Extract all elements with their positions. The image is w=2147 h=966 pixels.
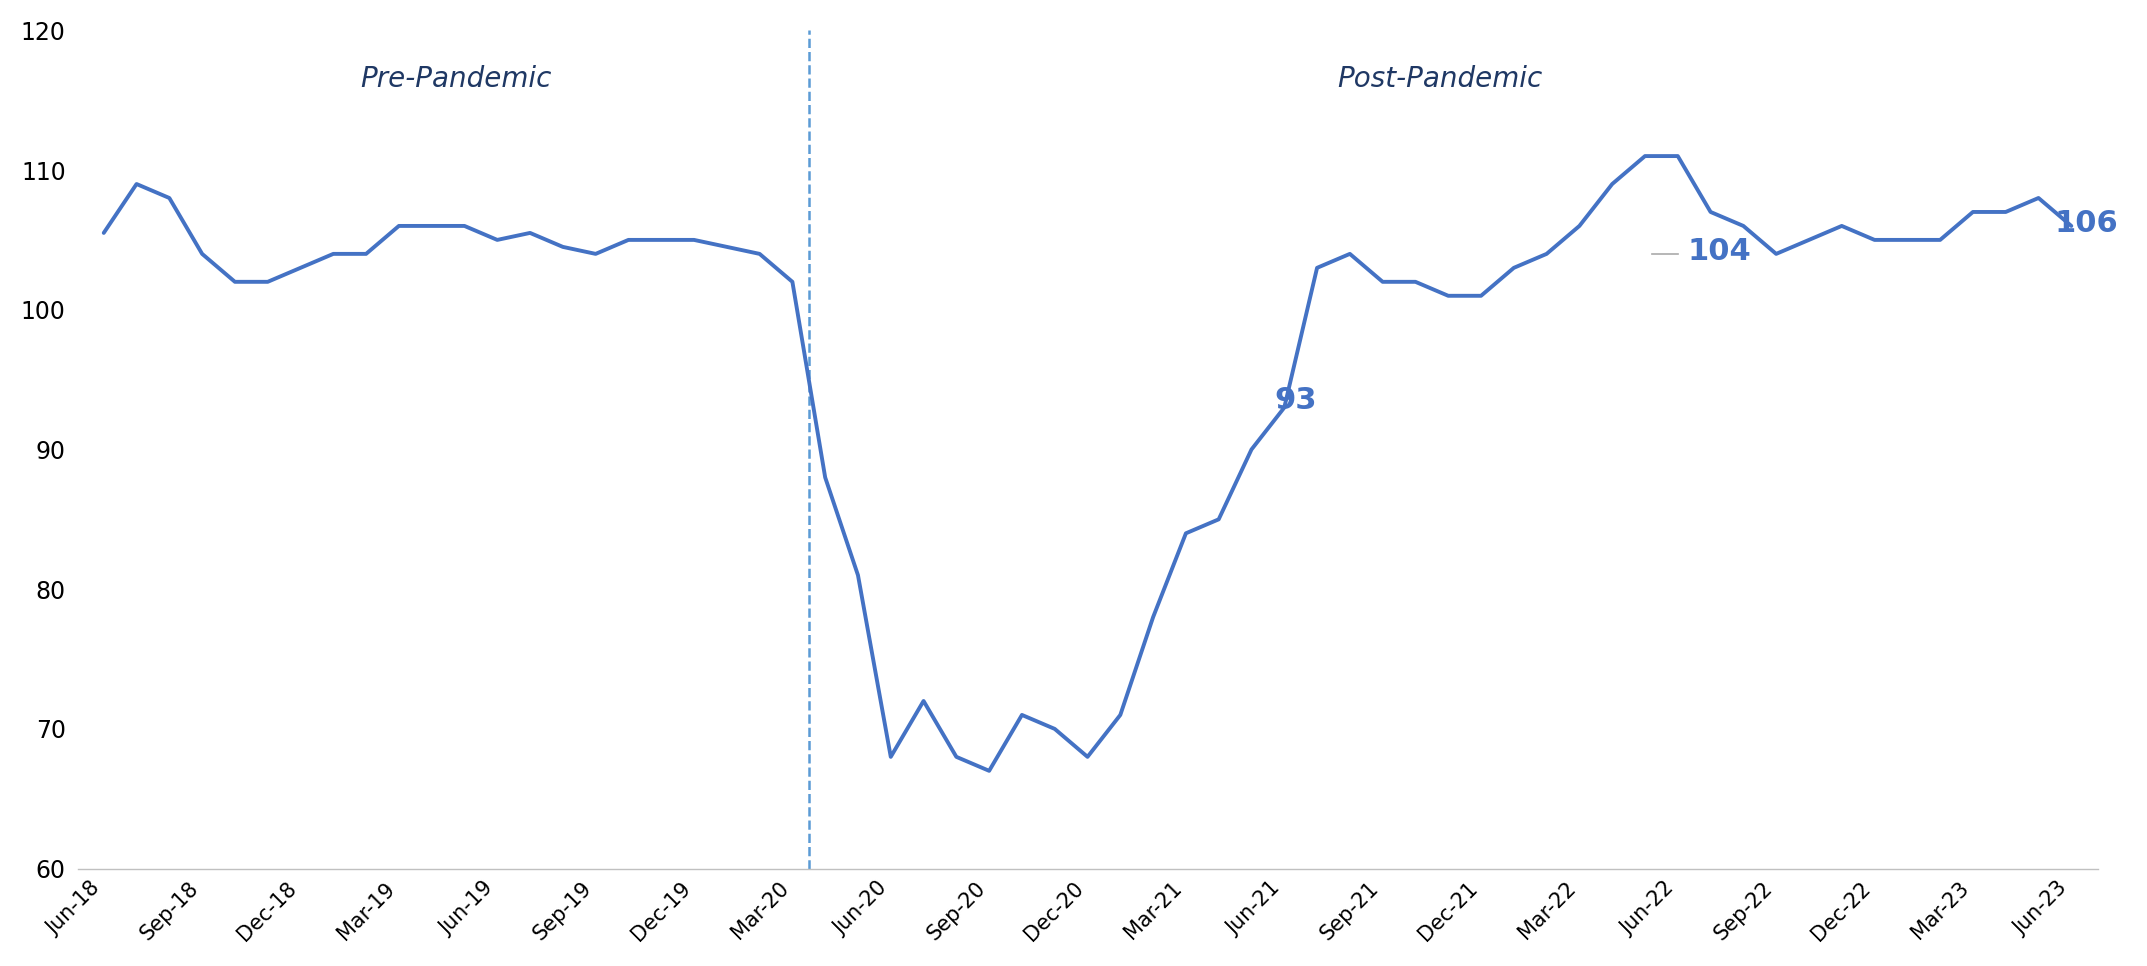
Text: 106: 106 [2055, 209, 2119, 238]
Text: Pre-Pandemic: Pre-Pandemic [361, 66, 552, 94]
Text: 93: 93 [1275, 386, 1316, 415]
Text: 104: 104 [1688, 237, 1752, 266]
Text: Post-Pandemic: Post-Pandemic [1338, 66, 1544, 94]
